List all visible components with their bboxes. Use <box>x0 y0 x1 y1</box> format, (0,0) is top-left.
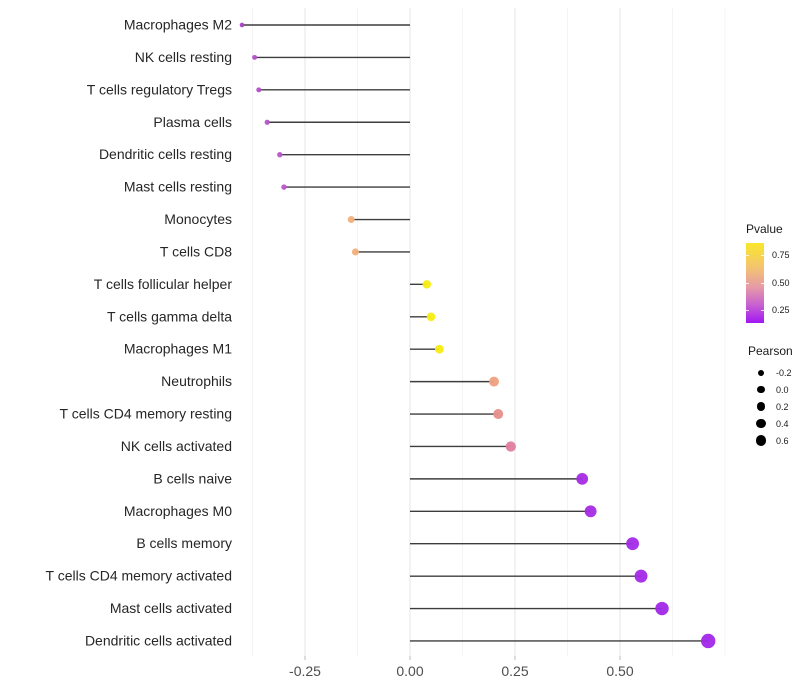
category-label: Mast cells activated <box>110 600 232 616</box>
category-label: Dendritic cells resting <box>99 146 232 162</box>
pearson-legend-dot <box>755 435 767 446</box>
pearson-legend-label: 0.6 <box>776 435 789 446</box>
pvalue-colorbar-tick <box>761 255 764 256</box>
category-label: Monocytes <box>164 211 232 227</box>
pearson-legend-dot <box>756 418 766 429</box>
data-point <box>584 505 597 518</box>
pvalue-colorbar-tick <box>746 255 749 256</box>
pvalue-colorbar-tick <box>761 310 764 312</box>
category-label: T cells gamma delta <box>107 308 232 324</box>
category-label: NK cells activated <box>121 438 232 454</box>
data-point <box>277 151 283 158</box>
pearson-legend-label: -0.2 <box>776 367 792 378</box>
data-point <box>281 184 287 190</box>
pearson-legend-label: 0.4 <box>776 418 789 429</box>
data-point <box>256 87 262 93</box>
pvalue-legend: Pvalue 0.75 0.50 0.25 <box>746 222 790 323</box>
pearson-legend-dot <box>756 402 766 411</box>
pearson-legend-dot <box>757 385 765 394</box>
x-axis-tick-label: 0.50 <box>606 663 633 679</box>
category-label: Dendritic cells activated <box>85 632 232 648</box>
category-label: B cells naive <box>153 470 232 486</box>
pearson-legend-row: 0.4 <box>750 415 793 432</box>
data-point <box>351 248 359 256</box>
pearson-legend-row: -0.2 <box>750 364 793 381</box>
category-label: Neutrophils <box>161 373 232 389</box>
category-label: Plasma cells <box>153 114 232 130</box>
category-label: Macrophages M0 <box>124 503 232 519</box>
pvalue-colorbar-tick <box>761 283 764 284</box>
pvalue-legend-title: Pvalue <box>746 222 783 236</box>
category-label: Macrophages M1 <box>124 341 232 357</box>
pvalue-colorbar: 0.75 0.50 0.25 <box>746 243 790 323</box>
pearson-legend-title: Pearson <box>748 344 793 358</box>
category-label: T cells CD4 memory resting <box>60 406 232 422</box>
pearson-legend-dot <box>758 369 764 376</box>
data-point <box>264 119 270 125</box>
category-label: T cells CD4 memory activated <box>46 568 232 584</box>
data-point <box>422 280 432 289</box>
pearson-legend-row: 0.0 <box>750 381 793 398</box>
category-label: T cells regulatory Tregs <box>87 81 232 97</box>
data-point <box>700 633 716 649</box>
data-point <box>576 472 589 485</box>
category-label: Macrophages M2 <box>124 17 232 33</box>
pearson-legend: Pearson -0.2 0.0 0.2 0.4 0.6 <box>748 344 793 449</box>
category-label: T cells CD8 <box>160 243 232 259</box>
data-point <box>426 312 436 322</box>
data-point <box>435 344 444 354</box>
x-axis-tick-label: -0.25 <box>289 663 321 679</box>
data-point <box>655 601 669 616</box>
pvalue-colorbar-tick <box>746 283 749 284</box>
x-axis-tick-label: 0.25 <box>501 663 528 679</box>
x-axis-tick-label: 0.00 <box>396 663 423 679</box>
pvalue-tick-label: 0.50 <box>772 278 790 288</box>
data-point <box>505 441 516 452</box>
pearson-legend-row: 0.2 <box>750 398 793 415</box>
data-point <box>626 537 640 551</box>
pvalue-tick-label: 0.75 <box>772 250 790 260</box>
pearson-legend-row: 0.6 <box>750 432 793 449</box>
pvalue-tick-label: 0.25 <box>772 305 790 316</box>
pearson-legend-entries: -0.2 0.0 0.2 0.4 0.6 <box>750 364 793 449</box>
pearson-legend-label: 0.2 <box>776 401 789 412</box>
pvalue-colorbar-tick <box>746 310 749 312</box>
data-point <box>347 216 355 223</box>
pearson-legend-label: 0.0 <box>776 384 789 395</box>
data-point <box>493 409 504 420</box>
category-label: B cells memory <box>136 535 232 551</box>
data-point <box>489 376 499 387</box>
data-point <box>252 54 258 60</box>
category-label: NK cells resting <box>135 49 232 65</box>
category-label: T cells follicular helper <box>94 276 233 292</box>
data-point <box>239 22 245 28</box>
category-label: Mast cells resting <box>124 179 232 195</box>
data-point <box>634 569 648 583</box>
